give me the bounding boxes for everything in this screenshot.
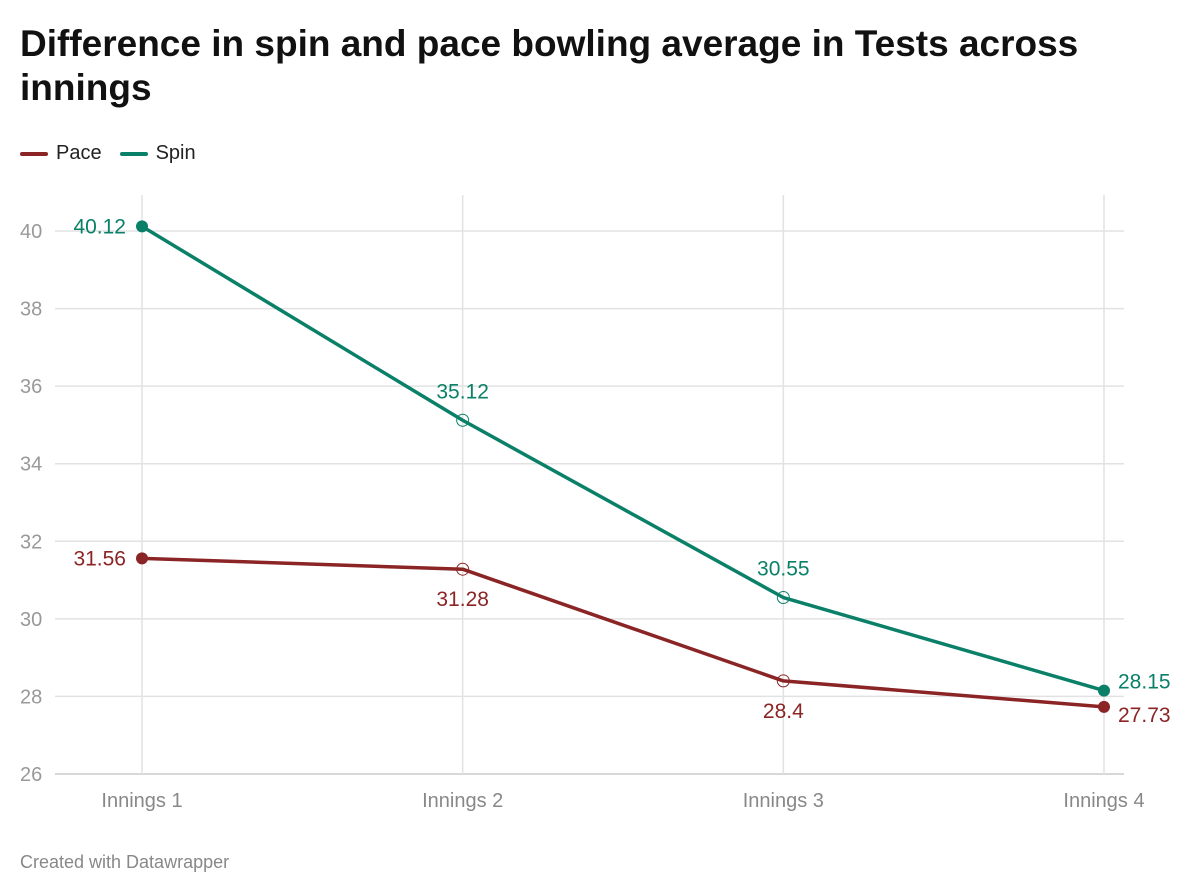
y-tick-label: 28: [20, 686, 42, 708]
y-tick-label: 36: [20, 376, 42, 398]
data-point-pace: [776, 674, 790, 688]
data-label-spin: 40.12: [73, 215, 126, 238]
data-point-spin: [136, 220, 148, 233]
legend: Pace Spin: [20, 142, 196, 165]
chart-title: Difference in spin and pace bowling aver…: [20, 23, 1079, 108]
legend-item-pace: Pace: [20, 142, 102, 165]
data-label-pace: 31.28: [436, 588, 489, 611]
data-label-pace: 31.56: [73, 547, 126, 570]
y-tick-label: 32: [20, 531, 42, 553]
legend-item-spin: Spin: [119, 142, 196, 165]
data-point-spin: [776, 591, 790, 605]
data-point-spin: [456, 413, 470, 427]
x-tick-label: Innings 4: [1063, 790, 1144, 812]
data-label-spin: 30.55: [757, 558, 810, 581]
data-label-spin: 35.12: [436, 380, 489, 403]
y-tick-label: 38: [20, 299, 42, 321]
y-tick-label: 40: [20, 221, 42, 243]
legend-label-spin: Spin: [155, 142, 196, 164]
legend-swatch-pace: [20, 151, 48, 156]
y-tick-label: 26: [20, 764, 42, 786]
data-label-pace: 28.4: [763, 700, 804, 723]
series-line-spin: [141, 224, 1105, 693]
data-label-pace: 27.73: [1118, 704, 1171, 727]
series-line-pace: [141, 556, 1105, 709]
legend-swatch-spin: [119, 151, 148, 156]
y-tick-label: 34: [20, 454, 42, 476]
y-tick-label: 30: [20, 609, 42, 631]
data-point-pace: [456, 562, 470, 576]
data-point-pace: [136, 552, 148, 565]
data-point-pace: [1098, 700, 1110, 713]
legend-label-pace: Pace: [56, 142, 102, 164]
x-tick-label: Innings 3: [743, 790, 824, 812]
x-tick-label: Innings 2: [422, 790, 503, 812]
credit: Created with Datawrapper: [20, 852, 230, 872]
data-point-spin: [1098, 684, 1110, 697]
data-label-spin: 28.15: [1118, 671, 1171, 694]
x-tick-label: Innings 1: [101, 790, 182, 812]
